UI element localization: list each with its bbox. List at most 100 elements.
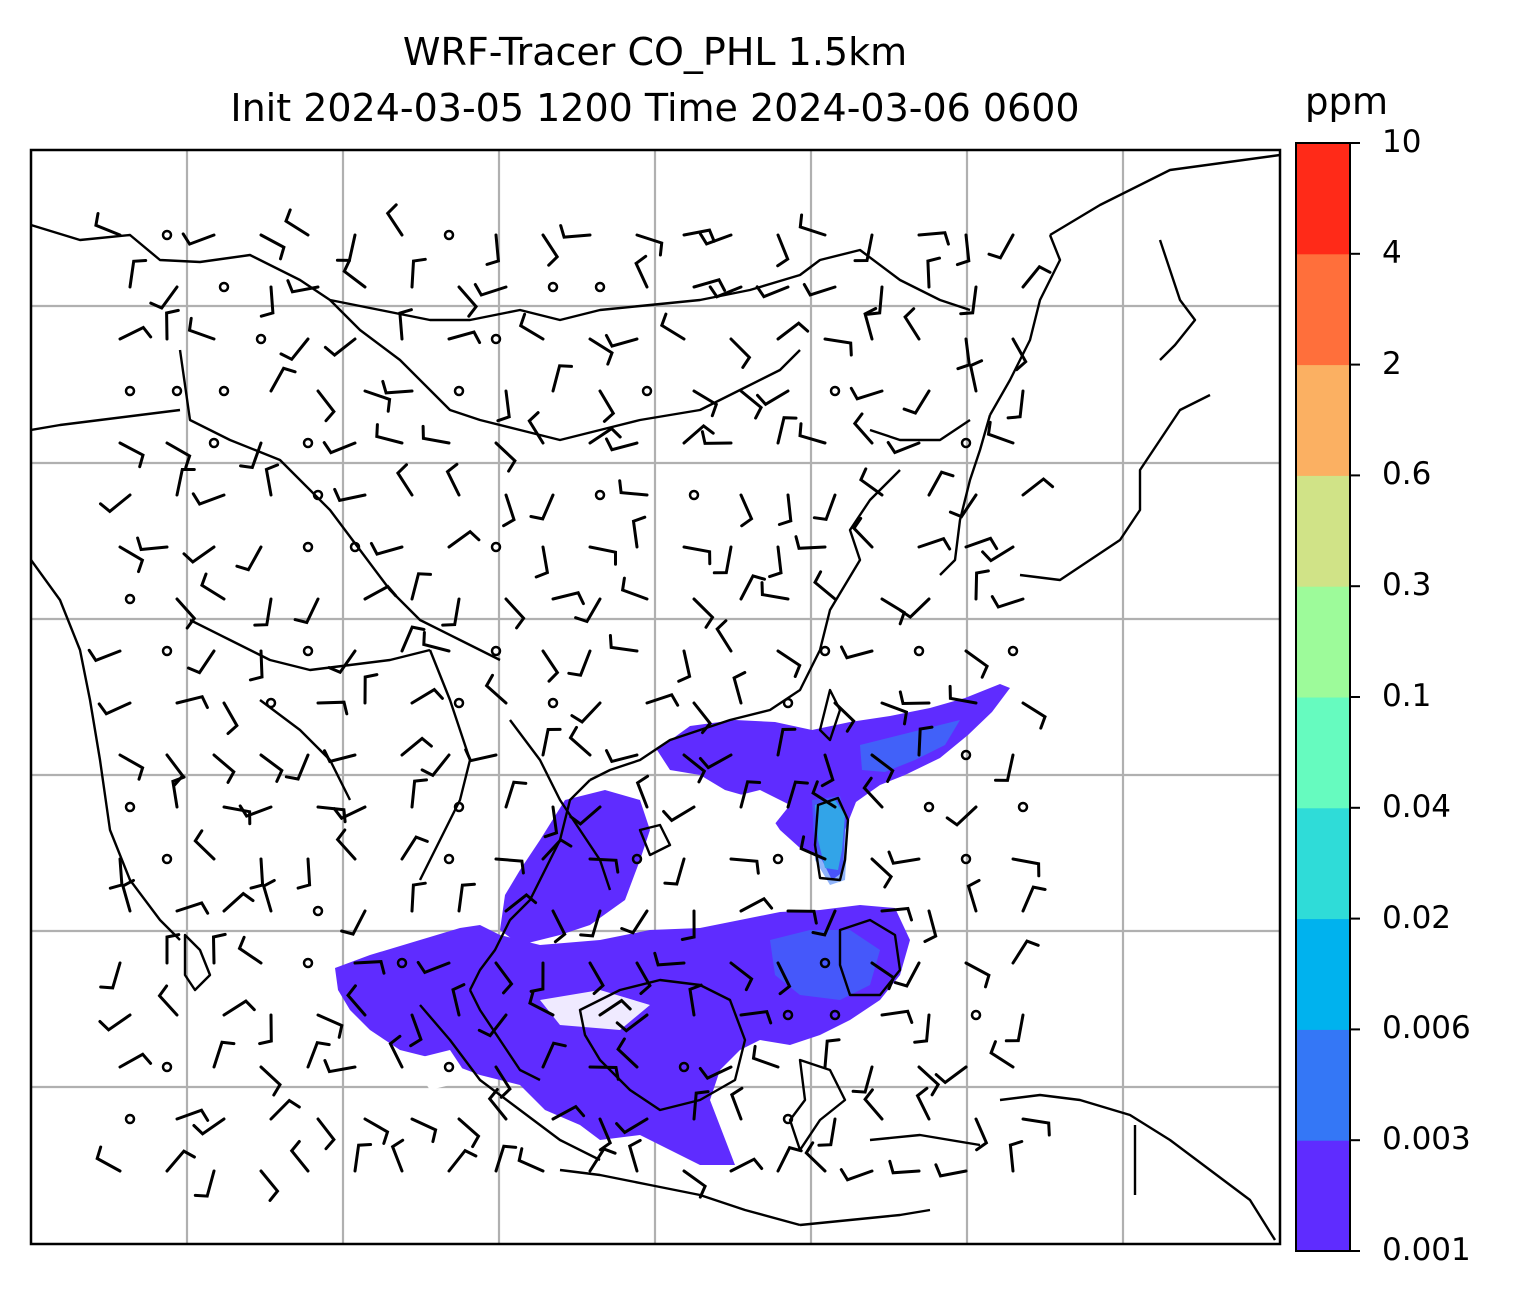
wind-barb <box>369 541 404 556</box>
wind-barb <box>698 232 733 246</box>
wind-barb <box>484 673 508 705</box>
wind-barb <box>1006 389 1025 420</box>
wind-barb <box>739 1009 773 1025</box>
calm-wind-marker <box>594 281 606 293</box>
wind-barb <box>182 545 216 564</box>
wind-barb <box>253 597 273 627</box>
wind-barbs <box>87 203 1055 1202</box>
wind-barb <box>136 536 169 552</box>
wind-barb <box>964 649 989 679</box>
wind-barb <box>598 998 632 1017</box>
wind-barb <box>504 780 528 809</box>
wind-barb <box>410 257 427 289</box>
wind-barb <box>400 835 429 861</box>
calm-wind-marker <box>490 645 502 657</box>
plume-indochina <box>500 790 650 945</box>
calm-wind-marker <box>960 437 972 449</box>
coastline-lesser-sunda <box>799 1208 931 1227</box>
calm-wind-marker <box>490 541 502 553</box>
wind-barb <box>409 1013 423 1048</box>
coastline-hainan <box>638 823 672 857</box>
wind-barb <box>811 780 837 809</box>
wind-barb <box>663 857 686 886</box>
wind-barb <box>286 279 320 294</box>
wind-barb <box>410 572 432 601</box>
wind-barb <box>473 283 508 297</box>
wind-barb <box>682 423 715 445</box>
wind-barb <box>902 389 931 415</box>
wind-barb <box>94 212 122 237</box>
calm-wind-marker <box>302 541 314 553</box>
wind-barb <box>118 545 145 574</box>
wind-barb <box>866 285 884 316</box>
wind-barb <box>1021 701 1047 730</box>
wind-barb <box>802 283 837 297</box>
colorbar-tick-label: 0.04 <box>1382 788 1452 825</box>
calm-wind-marker <box>453 697 465 709</box>
calm-wind-marker <box>453 801 465 813</box>
map-frame <box>29 148 1282 1246</box>
wind-barb <box>316 700 349 716</box>
wind-barb <box>541 233 560 267</box>
wind-barb <box>917 231 950 246</box>
colorbar-tick-label: 0.6 <box>1382 456 1432 493</box>
wind-barb <box>118 441 145 469</box>
wind-barb <box>986 420 1015 445</box>
wind-barb <box>400 625 426 653</box>
calm-wind-marker <box>161 853 173 865</box>
calm-wind-marker <box>302 957 314 969</box>
wind-barb <box>635 774 650 809</box>
wind-barb <box>852 412 874 445</box>
wind-barb <box>293 597 320 625</box>
colorbar-tick-label: 4 <box>1382 234 1402 271</box>
wind-barb <box>149 285 179 310</box>
calm-wind-marker <box>218 281 230 293</box>
wind-barb <box>776 416 798 445</box>
calm-wind-marker <box>161 645 173 657</box>
wind-barb <box>870 753 895 783</box>
colorbar-tick-label: 0.3 <box>1382 567 1432 604</box>
wind-barb <box>926 256 941 289</box>
calm-wind-marker <box>960 853 972 865</box>
wind-barb <box>853 233 874 263</box>
calm-wind-marker <box>547 697 559 709</box>
wind-barb <box>259 753 284 783</box>
coastline-india <box>31 559 181 941</box>
wind-barb <box>222 999 256 1017</box>
wind-barb <box>798 213 827 237</box>
wind-barb <box>729 961 754 992</box>
border-southeast-asia-2 <box>509 719 612 891</box>
wind-barb <box>917 725 934 757</box>
wind-barb <box>768 545 783 579</box>
wind-barb <box>1021 885 1047 913</box>
wind-barb <box>1011 337 1028 372</box>
wind-barb <box>811 909 837 937</box>
wind-barb <box>323 337 357 358</box>
wind-barb <box>777 493 793 526</box>
coastline-japan-korea-china <box>1049 153 1280 237</box>
wind-barb <box>786 780 809 809</box>
calm-wind-marker <box>255 333 267 345</box>
wind-barb <box>296 857 312 890</box>
wind-barb <box>97 701 132 716</box>
wind-barb <box>118 1052 153 1069</box>
border-china-korea <box>869 419 971 442</box>
wind-barb <box>692 389 719 418</box>
coastline-philippines <box>813 796 850 882</box>
wind-barb <box>776 649 802 678</box>
wind-barb <box>181 232 216 246</box>
wind-barb <box>284 208 310 237</box>
colorbar-tick-label: 0.1 <box>1382 678 1432 714</box>
wind-barb <box>193 829 216 861</box>
wind-barb <box>269 1098 301 1121</box>
wind-barb <box>258 1013 273 1046</box>
calm-wind-marker <box>453 385 465 397</box>
wind-barb <box>688 983 703 1017</box>
wind-barb <box>504 597 526 630</box>
calm-wind-marker <box>265 697 277 709</box>
wind-barb <box>496 389 511 423</box>
wind-barb <box>410 778 428 809</box>
wind-barb <box>804 1141 827 1173</box>
plume-east-003 <box>860 720 960 772</box>
wind-barb <box>363 1117 390 1145</box>
